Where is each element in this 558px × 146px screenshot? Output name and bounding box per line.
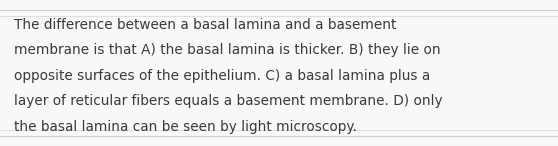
Text: The difference between a basal lamina and a basement: The difference between a basal lamina an… — [14, 18, 396, 32]
Text: layer of reticular fibers equals a basement membrane. D) only: layer of reticular fibers equals a basem… — [14, 94, 442, 108]
Text: opposite surfaces of the epithelium. C) a basal lamina plus a: opposite surfaces of the epithelium. C) … — [14, 69, 430, 83]
Text: membrane is that A) the basal lamina is thicker. B) they lie on: membrane is that A) the basal lamina is … — [14, 43, 441, 57]
Text: the basal lamina can be seen by light microscopy.: the basal lamina can be seen by light mi… — [14, 120, 357, 134]
